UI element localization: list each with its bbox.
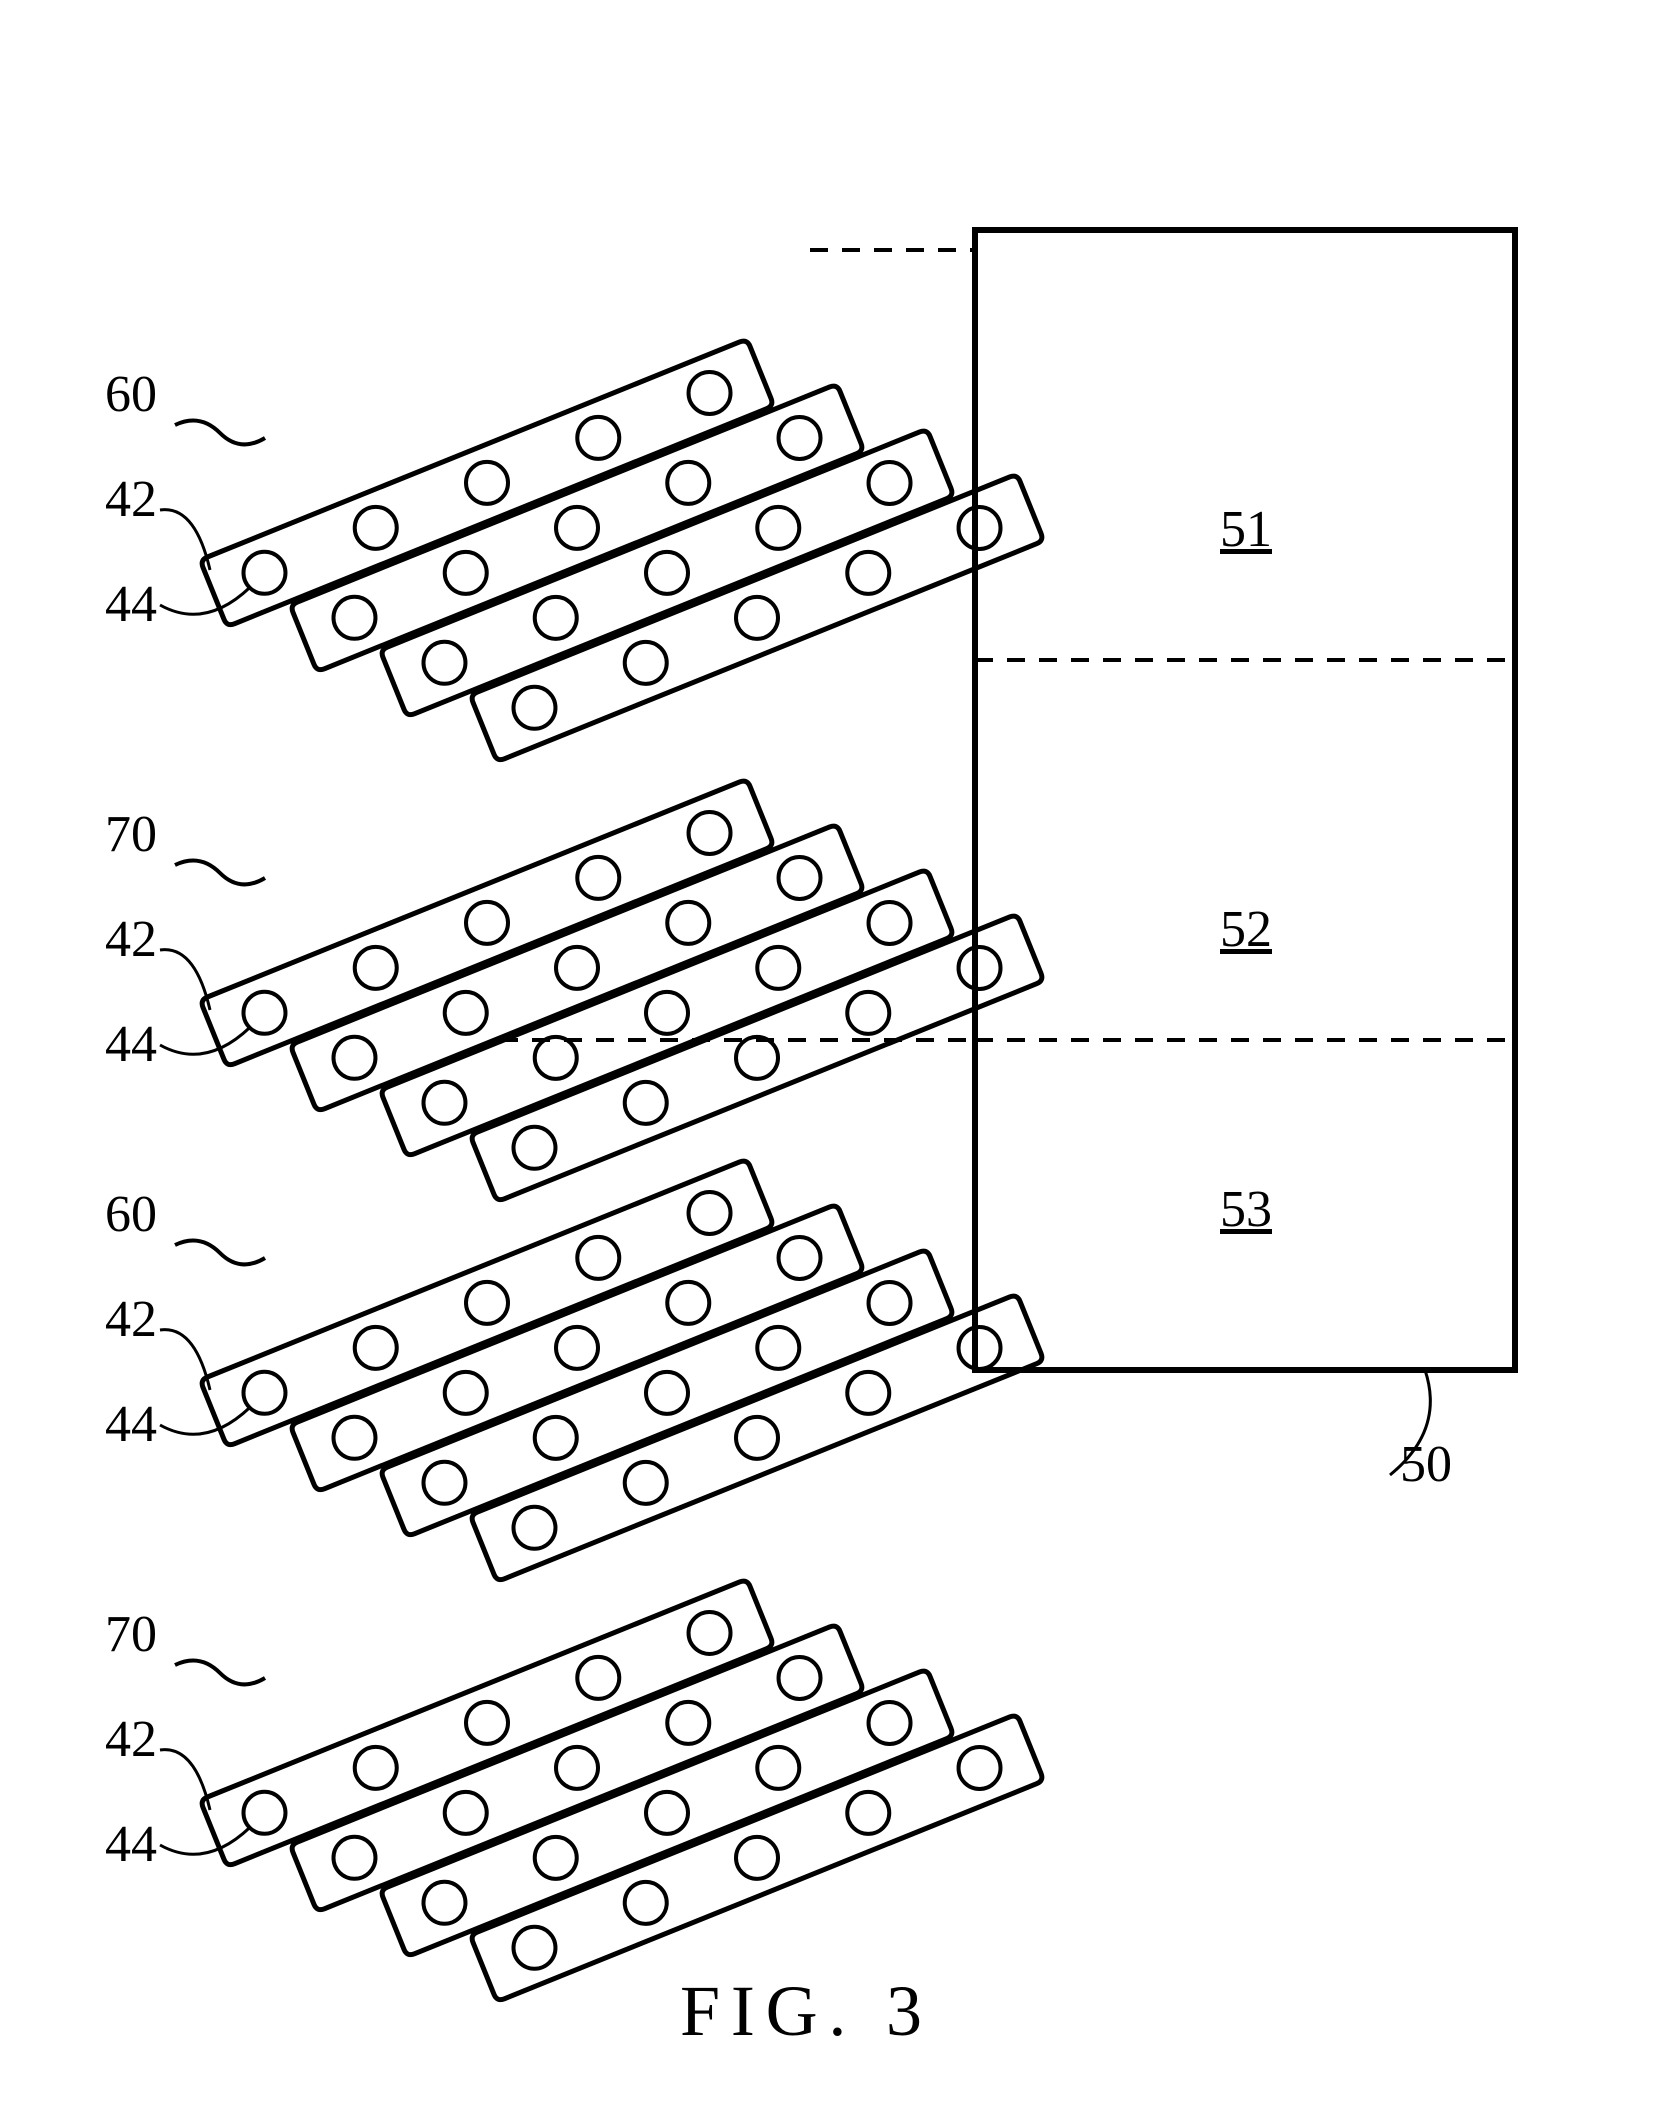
ref-label-44: 44 <box>105 1015 157 1074</box>
ref-label-group: 60 <box>105 365 157 424</box>
ref-label-group: 70 <box>105 805 157 864</box>
squiggle-lead <box>175 1241 265 1265</box>
ref-label-42: 42 <box>105 470 157 529</box>
region-label-51: 51 <box>1220 500 1272 559</box>
ref-label-44: 44 <box>105 1815 157 1874</box>
ref-label-50: 50 <box>1400 1435 1452 1494</box>
ref-label-42: 42 <box>105 910 157 969</box>
squiggle-lead <box>175 421 265 445</box>
ref-label-42: 42 <box>105 1290 157 1349</box>
squiggle-lead <box>175 861 265 885</box>
region-label-53: 53 <box>1220 1180 1272 1239</box>
ref-label-group: 60 <box>105 1185 157 1244</box>
squiggle-lead <box>175 1661 265 1685</box>
ref-label-44: 44 <box>105 575 157 634</box>
figure-canvas <box>0 0 1676 2116</box>
ref-label-42: 42 <box>105 1710 157 1769</box>
ref-label-44: 44 <box>105 1395 157 1454</box>
figure-caption: FIG. 3 <box>680 1970 933 2053</box>
ref-label-group: 70 <box>105 1605 157 1664</box>
region-label-52: 52 <box>1220 900 1272 959</box>
